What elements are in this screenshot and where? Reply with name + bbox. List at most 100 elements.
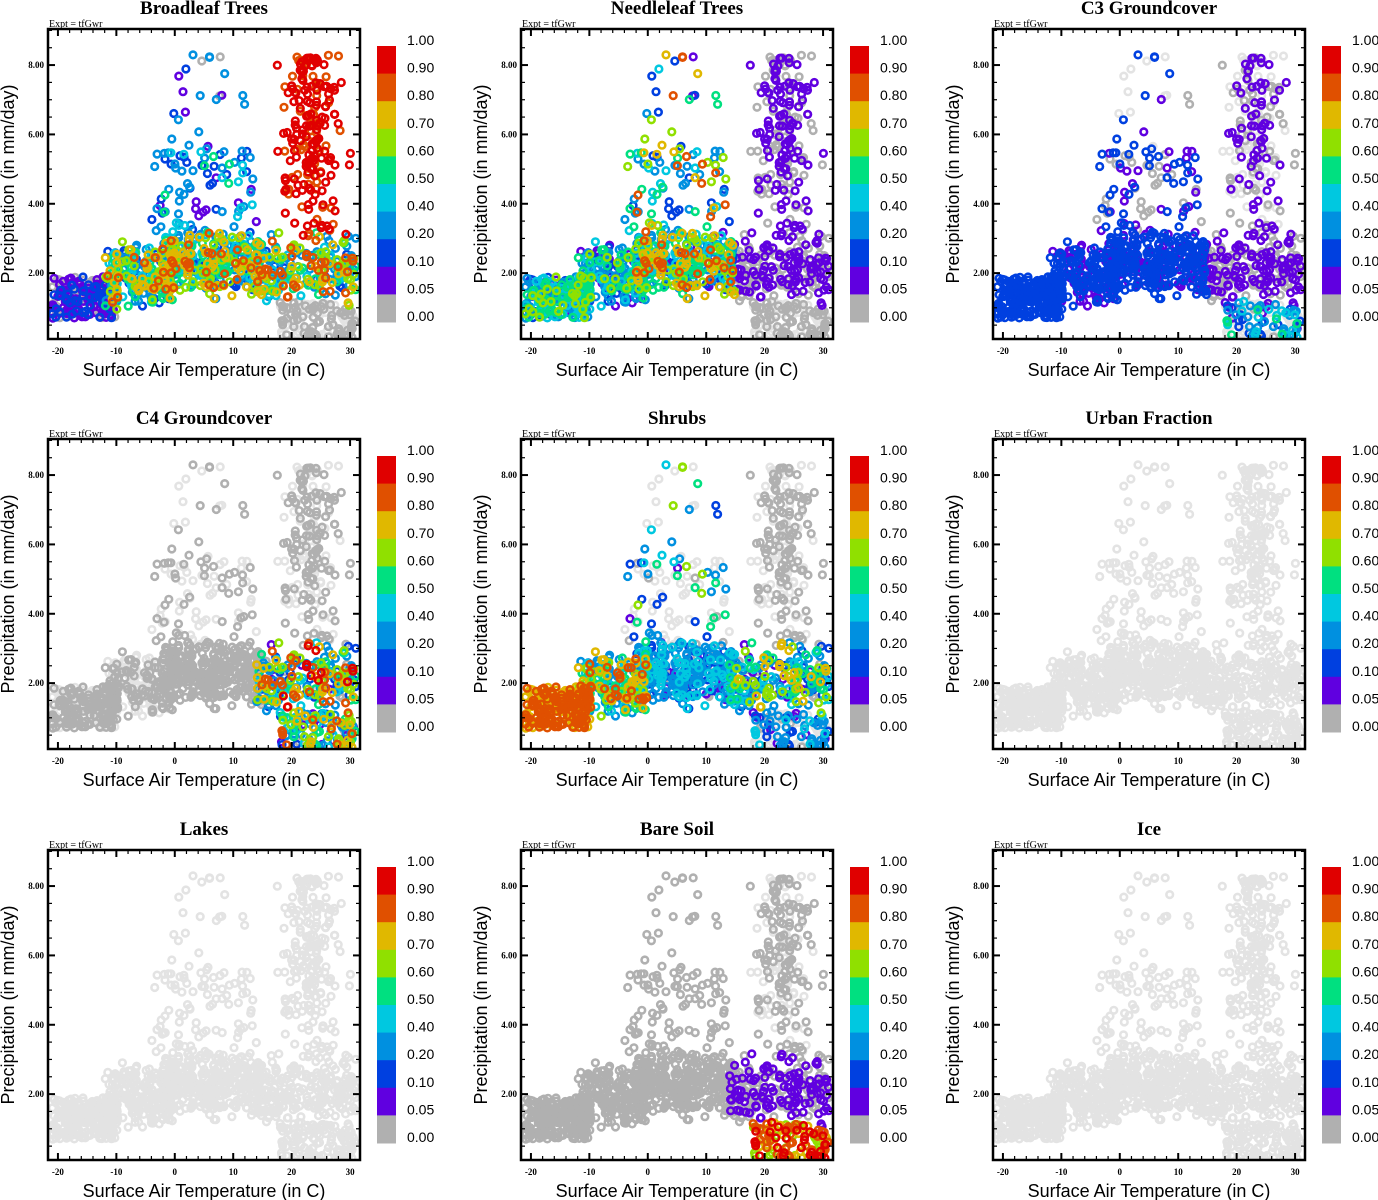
data-point bbox=[1284, 236, 1294, 246]
experiment-label: Expt = tfGwr bbox=[994, 19, 1048, 30]
data-point bbox=[775, 82, 785, 92]
data-point bbox=[1018, 297, 1028, 307]
colorbar-label: 0.10 bbox=[407, 253, 434, 269]
data-point bbox=[1216, 245, 1226, 256]
data-point bbox=[690, 173, 700, 183]
data-point bbox=[1078, 284, 1088, 294]
colorbar-segment bbox=[1322, 211, 1341, 240]
data-point bbox=[1232, 251, 1242, 261]
data-point bbox=[1111, 148, 1121, 158]
data-point bbox=[599, 245, 609, 255]
data-point bbox=[325, 299, 336, 310]
data-point bbox=[339, 315, 349, 325]
data-point bbox=[185, 230, 195, 240]
data-point bbox=[299, 179, 309, 190]
data-point bbox=[684, 94, 694, 105]
data-point bbox=[1236, 152, 1246, 162]
colorbar-segment bbox=[377, 184, 396, 213]
data-point bbox=[319, 304, 329, 314]
data-point bbox=[301, 132, 311, 142]
data-point bbox=[647, 220, 657, 230]
data-point bbox=[703, 258, 714, 269]
data-point bbox=[774, 161, 784, 171]
data-point bbox=[1223, 305, 1233, 315]
data-point bbox=[1154, 161, 1164, 171]
data-point bbox=[1119, 220, 1129, 230]
data-point bbox=[1224, 102, 1234, 112]
x-tick-label: 0 bbox=[173, 346, 178, 356]
data-point bbox=[789, 153, 800, 163]
y-tick-label: 2.00 bbox=[501, 268, 517, 278]
data-point bbox=[705, 274, 715, 285]
data-point bbox=[1252, 146, 1262, 156]
data-point bbox=[260, 264, 270, 274]
data-point bbox=[306, 185, 316, 195]
data-point bbox=[784, 136, 794, 146]
data-point bbox=[1257, 121, 1267, 131]
data-point bbox=[652, 189, 662, 199]
data-point bbox=[785, 121, 796, 131]
data-point bbox=[1269, 332, 1279, 339]
data-point bbox=[302, 249, 312, 259]
data-point bbox=[798, 299, 809, 310]
colorbar-label: 0.90 bbox=[1352, 60, 1378, 76]
data-point bbox=[126, 274, 137, 284]
data-point bbox=[806, 118, 816, 129]
data-point bbox=[91, 281, 101, 292]
data-point bbox=[700, 232, 710, 242]
data-point bbox=[639, 236, 649, 246]
x-tick-label: 20 bbox=[1232, 346, 1242, 356]
data-point bbox=[718, 152, 728, 163]
data-point bbox=[768, 103, 778, 113]
data-point bbox=[1152, 178, 1163, 188]
data-point bbox=[195, 90, 205, 101]
data-point bbox=[1248, 200, 1258, 210]
y-tick-label: 8.00 bbox=[28, 60, 44, 70]
data-point bbox=[800, 277, 810, 288]
data-point bbox=[1231, 134, 1242, 144]
data-point bbox=[321, 177, 331, 187]
data-point bbox=[633, 276, 643, 286]
data-point bbox=[1217, 60, 1227, 70]
data-point bbox=[196, 147, 206, 157]
x-tick-label: 20 bbox=[287, 346, 297, 356]
data-point bbox=[1127, 157, 1137, 167]
data-point bbox=[341, 288, 351, 298]
colorbar-label: 0.10 bbox=[1352, 253, 1378, 269]
data-point bbox=[1265, 273, 1276, 283]
data-point bbox=[536, 289, 546, 299]
data-point bbox=[230, 258, 241, 269]
data-point bbox=[760, 251, 770, 261]
data-point bbox=[173, 209, 184, 219]
data-point bbox=[188, 166, 198, 176]
x-tick-label: 10 bbox=[702, 346, 712, 356]
data-point bbox=[1006, 312, 1017, 322]
data-point bbox=[188, 50, 198, 60]
colorbar-segment bbox=[1322, 46, 1341, 75]
x-tick-label: 0 bbox=[646, 346, 651, 356]
data-point bbox=[1182, 146, 1192, 156]
data-point bbox=[1110, 293, 1120, 303]
data-point bbox=[687, 228, 698, 238]
data-point bbox=[772, 179, 782, 190]
data-point bbox=[267, 236, 277, 246]
data-point bbox=[227, 291, 237, 301]
data-point bbox=[278, 317, 288, 327]
data-point bbox=[724, 217, 734, 227]
data-point bbox=[1281, 77, 1291, 88]
data-point bbox=[692, 269, 703, 279]
data-point bbox=[760, 81, 770, 91]
data-point bbox=[232, 274, 242, 285]
data-point bbox=[143, 250, 153, 260]
data-point bbox=[793, 273, 804, 283]
data-point bbox=[272, 60, 282, 70]
data-point bbox=[182, 157, 192, 167]
data-point bbox=[229, 222, 239, 232]
plot-frame bbox=[519, 27, 835, 341]
data-point bbox=[682, 282, 692, 293]
data-point bbox=[137, 274, 148, 284]
data-point bbox=[1177, 212, 1188, 222]
data-point bbox=[762, 322, 772, 332]
data-point bbox=[580, 297, 591, 307]
